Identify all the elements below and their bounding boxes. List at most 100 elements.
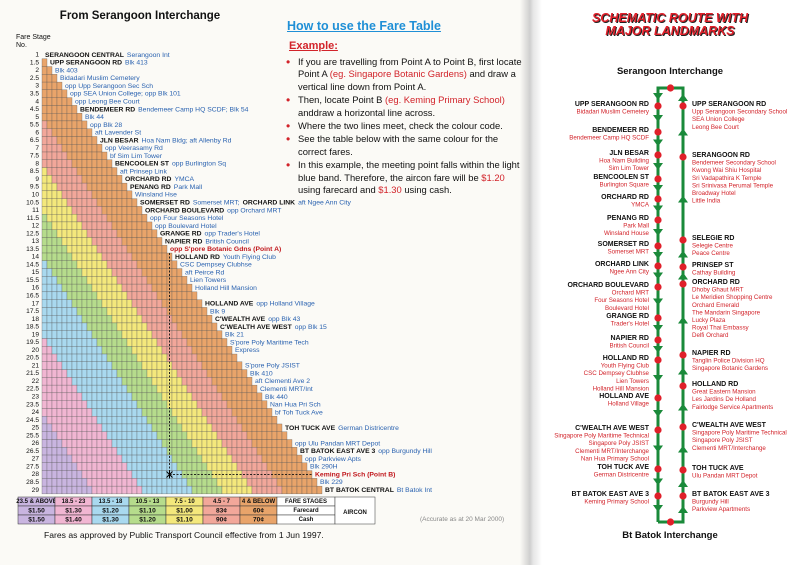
stop-row: opp Ulu Pandan MRT Depot xyxy=(295,440,380,447)
fare-cell xyxy=(191,478,198,487)
fare-cell xyxy=(101,369,108,378)
schematic-stop: BENDEMEER RD xyxy=(592,127,649,134)
fare-cell xyxy=(126,190,133,199)
fare-cell xyxy=(61,431,68,440)
fare-cell xyxy=(231,384,238,394)
fare-cell xyxy=(126,299,133,308)
fare-cell xyxy=(106,408,113,417)
fare-cell xyxy=(121,206,128,215)
fare-cell xyxy=(106,159,113,168)
fare-cell xyxy=(161,392,168,401)
fare-cell xyxy=(71,423,78,432)
stop-name: Somerset MRT; xyxy=(193,199,240,206)
fare-cell xyxy=(41,66,48,75)
fare-cell xyxy=(186,439,193,448)
stop-row: BT BATOK CENTRAL Bt Batok Int xyxy=(325,487,432,494)
fare-cell xyxy=(101,400,108,409)
fare-cell xyxy=(71,447,78,456)
fare-cell xyxy=(141,454,148,463)
fare-cell xyxy=(96,423,103,432)
fare-cell xyxy=(46,167,53,176)
fare-cell xyxy=(41,353,48,362)
fare-cell xyxy=(151,454,158,463)
road-name: TOH TUCK AVE xyxy=(285,425,336,432)
fare-cell xyxy=(171,431,178,440)
schematic-stop: HOLLAND AVE xyxy=(599,393,649,400)
stop-name: opp Blk 43 xyxy=(268,316,300,323)
fare-cell xyxy=(91,346,98,355)
fare-cell xyxy=(146,252,153,261)
fare-cell xyxy=(221,392,228,401)
fare-cell xyxy=(221,416,228,425)
fare-cell xyxy=(176,454,183,463)
fare-cell xyxy=(41,89,48,98)
fare-cell xyxy=(66,361,73,370)
fare-cell xyxy=(221,369,228,378)
fare-cell xyxy=(156,478,163,487)
fare-cell xyxy=(56,151,63,160)
fare-cell xyxy=(191,439,198,448)
fare-cell xyxy=(151,229,158,238)
fare-cell xyxy=(151,346,158,355)
fare-cell xyxy=(106,175,113,184)
fare-cell xyxy=(181,361,188,370)
fare-cell xyxy=(96,439,103,448)
fare-cell xyxy=(206,478,213,487)
fare-cell xyxy=(246,392,253,401)
stop-row: PENANG RD Park Mall xyxy=(130,184,203,191)
fare-cell xyxy=(61,214,68,223)
fare-cell xyxy=(226,377,233,386)
fare-cell xyxy=(181,485,188,495)
arrow-down xyxy=(653,375,663,382)
fare-cell xyxy=(86,447,93,456)
stop-row: BT BATOK EAST AVE 3 opp Burgundy Hill xyxy=(300,448,432,455)
fare-cell xyxy=(286,485,293,495)
fare-cell xyxy=(46,478,53,487)
stop-dot xyxy=(654,492,662,500)
fare-cell xyxy=(236,431,243,440)
fare-cell xyxy=(101,299,108,308)
fare-cell xyxy=(46,245,53,254)
fare-cell xyxy=(276,439,283,448)
fare-cell xyxy=(136,221,143,230)
fare-cell xyxy=(56,315,63,324)
fare-cell xyxy=(51,214,58,223)
fare-cell xyxy=(181,454,188,463)
fare-cell xyxy=(71,206,78,215)
terminal-dot xyxy=(666,518,675,526)
fare-cell xyxy=(81,485,88,495)
fare-cell xyxy=(91,478,98,487)
fare-cell xyxy=(76,330,83,339)
fare-cell xyxy=(206,462,213,471)
fare-cell xyxy=(291,454,298,463)
fare-cell xyxy=(61,322,68,331)
fare-cell xyxy=(126,447,133,456)
fare-cell xyxy=(66,144,73,153)
road-name: C'WEALTH AVE WEST xyxy=(220,324,293,331)
stop-name: S'pore Poly Maritime Tech xyxy=(230,339,309,346)
fare-cell xyxy=(86,144,93,153)
fare-cell xyxy=(221,431,228,440)
arrow-down xyxy=(653,229,663,236)
fare-cell xyxy=(226,454,233,463)
fare-cell xyxy=(121,392,128,401)
fare-cell xyxy=(86,454,93,463)
fare-cell xyxy=(81,392,88,401)
fare-cell xyxy=(136,478,143,487)
stop-name: opp S'pore Botanic Gdns (Point A) xyxy=(170,246,281,253)
stage-number: 26 xyxy=(32,440,40,447)
fare-cell xyxy=(96,330,103,339)
fare-cell xyxy=(66,237,73,246)
fare-cell xyxy=(101,423,108,432)
stop-dot xyxy=(654,102,662,110)
fare-cell xyxy=(216,462,223,471)
fare-cell xyxy=(206,416,213,425)
fare-cell xyxy=(256,462,263,471)
fare-cell xyxy=(131,322,138,331)
fare-value: 60¢ xyxy=(253,507,264,514)
stop-row: ORCHARD BOULEVARD opp Orchard MRT xyxy=(145,207,281,214)
fare-cell xyxy=(41,392,48,401)
fare-cell xyxy=(51,322,58,331)
fare-cell xyxy=(291,447,298,456)
stop-row: opp Boulevard Hotel xyxy=(155,223,217,230)
